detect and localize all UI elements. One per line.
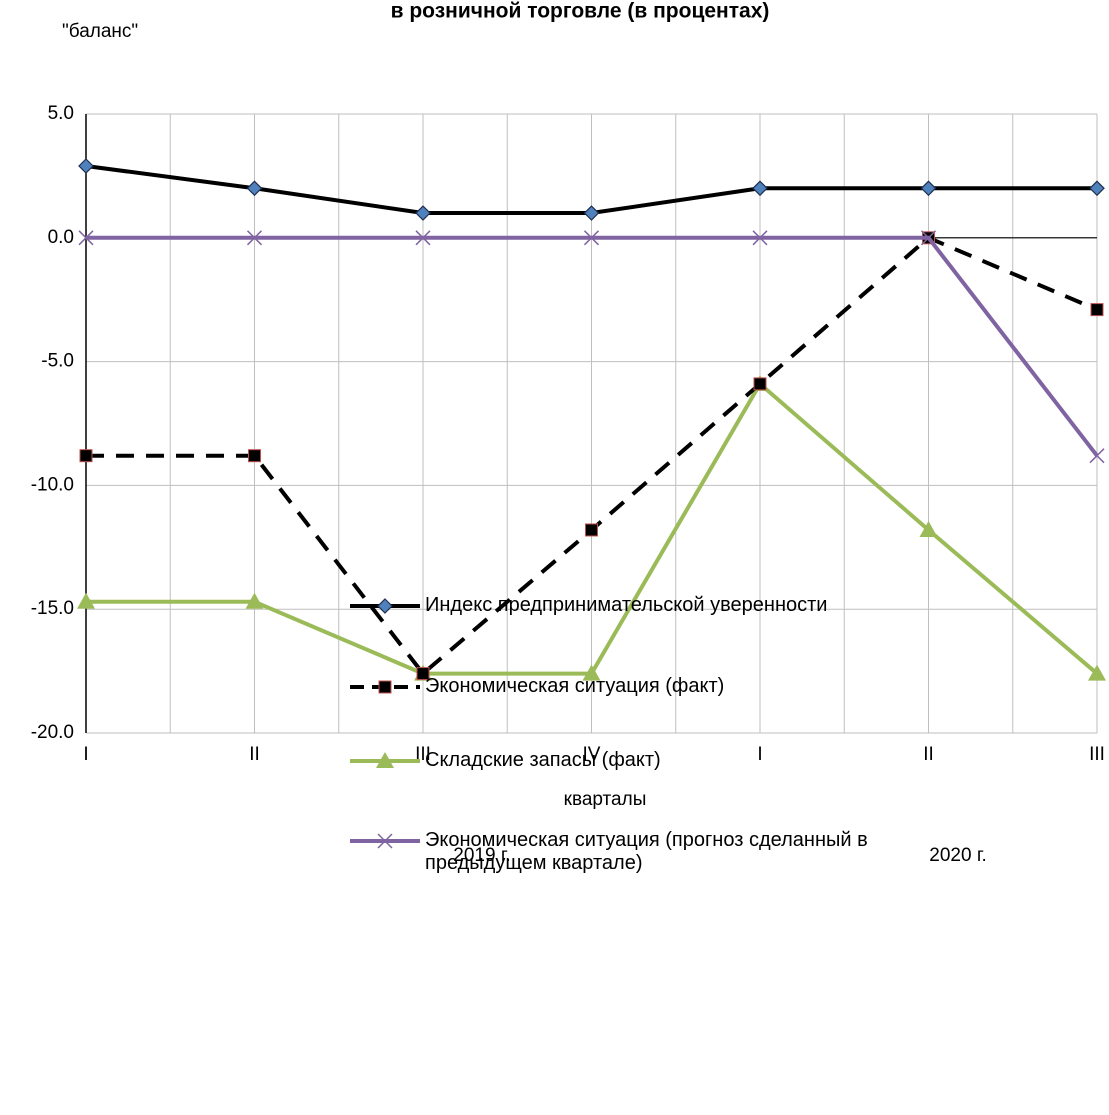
annotation: 2019 г. (453, 845, 510, 866)
legend-label: Экономическая ситуация (факт) (425, 675, 725, 697)
y-tick-label: 0.0 (48, 227, 74, 248)
marker (1089, 180, 1105, 197)
marker (248, 449, 261, 463)
marker (583, 230, 600, 246)
marker (376, 752, 394, 768)
marker (582, 664, 601, 681)
marker (416, 667, 430, 681)
marker (415, 205, 431, 221)
x-axis-label: кварталы (564, 789, 647, 810)
marker (245, 592, 264, 609)
x-tick-label: I (83, 744, 88, 765)
marker (1090, 303, 1104, 317)
chart-title: в розничной торговле (в процентах) (391, 0, 770, 23)
annotation: 2020 г. (929, 845, 986, 866)
marker (753, 377, 767, 391)
marker (919, 520, 938, 537)
y-tick-label: -15.0 (31, 598, 74, 619)
x-tick-label: II (923, 744, 934, 765)
marker (1088, 664, 1106, 681)
marker (752, 180, 768, 197)
marker (415, 230, 431, 246)
marker (378, 680, 392, 694)
marker (752, 230, 768, 246)
marker (585, 523, 598, 537)
marker (920, 180, 937, 197)
marker (1089, 448, 1105, 464)
legend-label: Индекс предпринимательской уверенности (425, 594, 828, 616)
marker (79, 449, 93, 463)
marker (246, 180, 263, 197)
marker (246, 230, 263, 246)
marker (78, 230, 94, 246)
legend-label: Экономическая ситуация (прогноз сделанны… (425, 829, 868, 874)
y-tick-label: -20.0 (31, 722, 74, 743)
y-tick-label: -10.0 (31, 474, 74, 495)
y-tick-label: -5.0 (41, 351, 74, 372)
x-tick-label: II (249, 744, 260, 765)
y-tick-label: 5.0 (48, 103, 74, 124)
x-tick-label: IV (583, 744, 601, 765)
legend-label: Складские запасы (факт) (425, 749, 661, 771)
marker (920, 230, 937, 246)
marker (377, 833, 393, 849)
marker (77, 592, 95, 609)
x-tick-label: I (757, 744, 762, 765)
x-tick-label: III (1089, 744, 1105, 765)
marker (78, 158, 94, 174)
marker (377, 598, 393, 614)
marker (583, 205, 600, 221)
y-axis-label: "баланс" (62, 21, 138, 42)
